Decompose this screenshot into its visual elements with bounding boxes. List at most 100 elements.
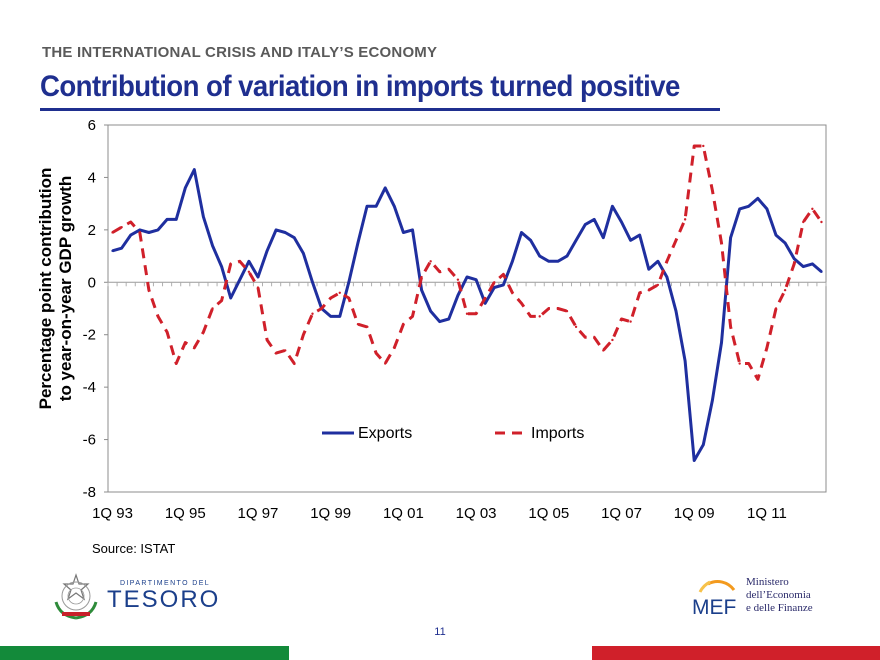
data-point-imports [674, 239, 678, 242]
legend-label-imports: Imports [531, 425, 584, 442]
data-point-imports [456, 278, 460, 281]
data-point-imports [547, 307, 550, 310]
data-point-imports [429, 260, 432, 263]
data-point-exports [429, 309, 432, 313]
department-name: TESORO [107, 586, 221, 613]
republic-emblem-icon [54, 573, 98, 620]
y-axis-title-line: Percentage point contribution [36, 168, 55, 410]
data-point-exports [820, 270, 823, 273]
mef-logo-icon: MEF [692, 580, 736, 619]
data-point-imports [620, 317, 623, 321]
data-point-exports [502, 283, 505, 287]
data-point-imports [720, 241, 723, 245]
data-point-imports [193, 346, 196, 350]
data-point-exports [693, 459, 696, 462]
data-point-exports [520, 231, 523, 234]
data-point-exports [756, 197, 760, 200]
data-point-imports [765, 346, 769, 350]
data-point-imports [202, 330, 205, 334]
x-tick-label: 1Q 97 [238, 505, 279, 522]
data-point-exports [802, 265, 805, 268]
y-tick-label: -6 [83, 432, 96, 449]
data-point-exports [374, 205, 378, 208]
data-point-imports [365, 325, 369, 329]
data-point-imports [593, 336, 596, 339]
data-point-exports [347, 281, 351, 284]
y-tick-label: -2 [83, 327, 96, 344]
data-point-exports [583, 223, 587, 226]
data-point-imports [174, 362, 178, 365]
data-point-imports [729, 325, 732, 329]
data-point-imports [538, 315, 541, 318]
data-point-exports [120, 247, 123, 250]
data-point-exports [356, 241, 360, 245]
zero-line [107, 281, 827, 287]
data-point-exports [765, 207, 769, 211]
data-point-imports [783, 288, 787, 292]
data-point-imports [792, 262, 796, 266]
data-point-imports [529, 315, 532, 318]
data-point-imports [393, 346, 396, 350]
data-point-imports [229, 262, 232, 266]
data-point-imports [702, 144, 705, 148]
mef-logo-text: MEF [692, 596, 736, 619]
flag-stripe-green [0, 646, 289, 660]
data-point-exports [556, 260, 560, 263]
data-point-exports [620, 220, 623, 224]
data-point-exports [329, 315, 332, 318]
data-point-imports [465, 312, 469, 315]
title-underline [40, 108, 720, 111]
flag-stripe-red [592, 646, 880, 660]
data-point-imports [811, 207, 814, 211]
data-point-imports [147, 288, 151, 292]
data-point-imports [356, 323, 360, 326]
data-point-exports [711, 399, 714, 402]
data-point-exports [111, 249, 114, 253]
data-point-exports [420, 288, 423, 292]
data-point-exports [483, 302, 487, 305]
data-point-exports [656, 260, 660, 263]
data-point-exports [338, 315, 341, 318]
y-tick-label: 2 [88, 222, 96, 239]
data-point-exports [611, 205, 614, 208]
slide-kicker: THE INTERNATIONAL CRISIS AND ITALY’S ECO… [42, 44, 438, 61]
data-point-exports [465, 275, 469, 279]
data-point-imports [665, 260, 669, 263]
data-point-exports [565, 254, 569, 258]
data-point-exports [193, 168, 196, 171]
data-point-imports [693, 144, 696, 148]
data-point-exports [293, 236, 296, 239]
data-point-imports [129, 220, 132, 224]
data-point-exports [256, 275, 260, 279]
data-point-imports [384, 362, 387, 365]
data-point-exports [683, 359, 687, 363]
data-point-imports [438, 270, 441, 273]
data-point-imports [293, 362, 296, 365]
x-tick-label: 1Q 07 [601, 505, 642, 522]
ministry-name: Ministero dell’Economia e delle Finanze [746, 576, 813, 615]
data-point-exports [284, 231, 287, 234]
data-point-exports [247, 260, 251, 263]
data-point-imports [474, 312, 478, 315]
data-point-exports [184, 186, 187, 190]
data-point-imports [511, 291, 514, 294]
x-tick-label: 1Q 93 [92, 505, 133, 522]
data-point-imports [483, 296, 487, 300]
slide-title: Contribution of variation in imports tur… [40, 70, 680, 103]
data-point-exports [402, 231, 405, 234]
data-point-exports [747, 205, 750, 208]
data-point-exports [238, 278, 241, 281]
data-point-exports [783, 241, 787, 245]
data-point-exports [511, 260, 514, 263]
y-tick-label: -4 [83, 379, 96, 396]
data-point-exports [411, 228, 414, 232]
series-line-exports [112, 168, 823, 462]
data-point-imports [184, 341, 187, 344]
data-point-exports [602, 236, 605, 239]
data-point-imports [111, 231, 114, 234]
data-point-imports [802, 220, 805, 224]
data-point-imports [565, 309, 569, 313]
x-tick-label: 1Q 05 [528, 505, 569, 522]
ministry-line: Ministero [746, 576, 789, 588]
data-point-exports [574, 239, 578, 242]
